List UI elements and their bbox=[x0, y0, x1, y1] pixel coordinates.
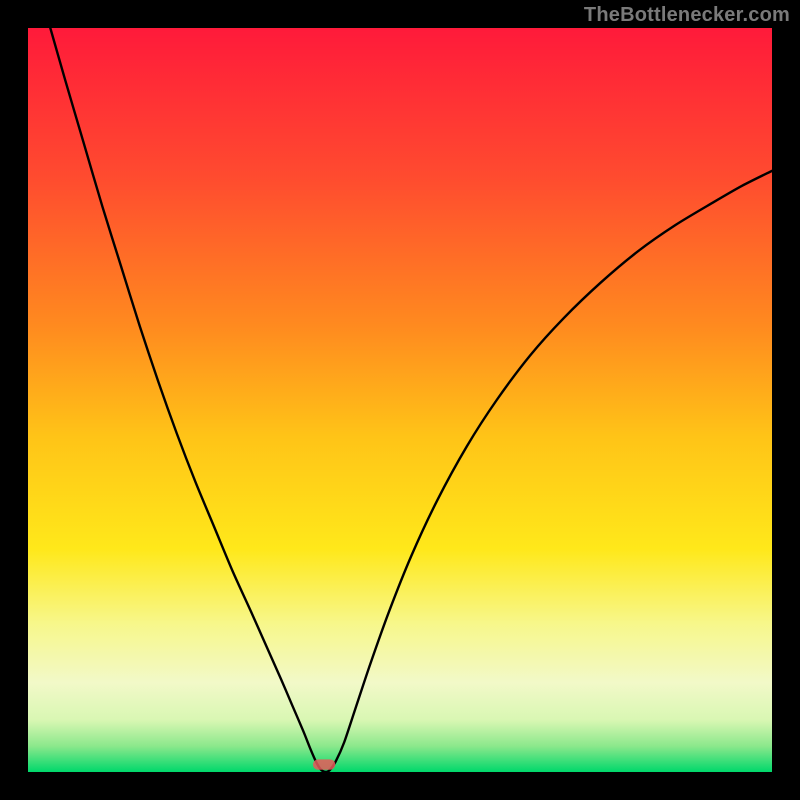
watermark-text: TheBottlenecker.com bbox=[584, 4, 790, 27]
plot-area bbox=[28, 28, 772, 772]
chart-svg bbox=[28, 28, 772, 772]
gradient-background bbox=[28, 28, 772, 772]
chart-frame: TheBottlenecker.com bbox=[0, 0, 800, 800]
valley-marker bbox=[313, 759, 335, 769]
